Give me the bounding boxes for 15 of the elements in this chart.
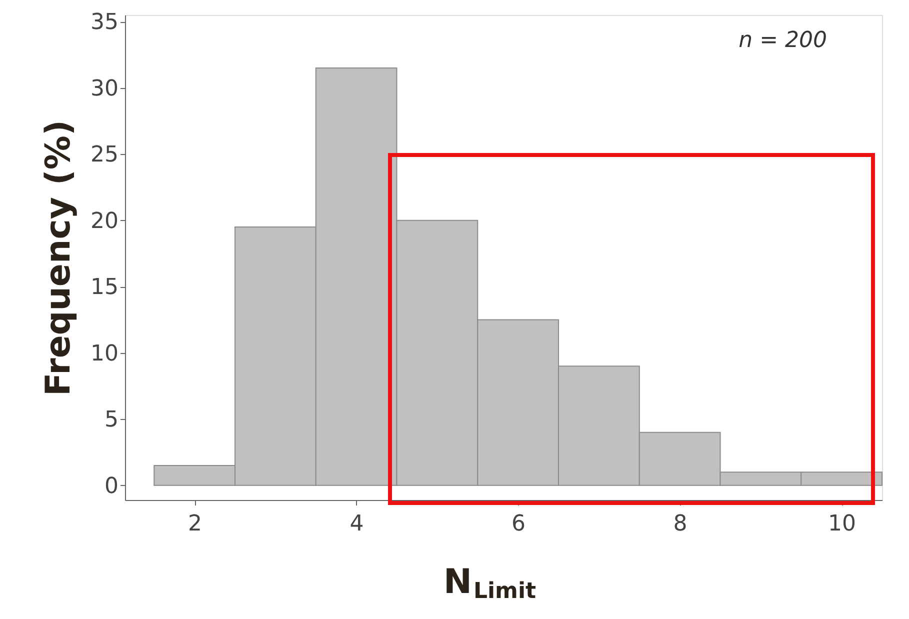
y-tick-label: 15 — [90, 275, 118, 300]
annotation: n = 200 — [738, 28, 827, 53]
y-tick-label: 20 — [90, 208, 118, 234]
x-tick-label: 4 — [350, 512, 364, 536]
y-tick-label: 35 — [90, 10, 118, 36]
y-tick-label: 5 — [104, 408, 118, 433]
y-axis-title: Frequency (%) — [38, 120, 79, 396]
x-tick-label: 8 — [673, 512, 688, 536]
x-tick-label: 6 — [512, 512, 526, 536]
x-tick-label: 10 — [828, 512, 856, 536]
y-tick-label: 30 — [90, 76, 118, 102]
y-tick-label: 10 — [90, 341, 118, 366]
y-tick-label: 0 — [104, 474, 118, 499]
x-tick-label: 2 — [188, 512, 202, 536]
y-tick-label: 25 — [90, 142, 118, 168]
